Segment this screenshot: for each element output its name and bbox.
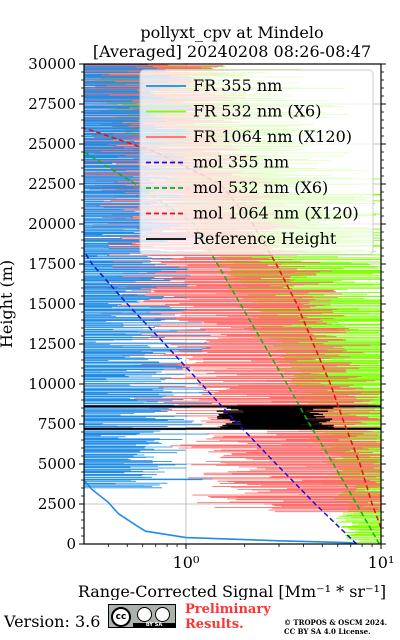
preliminary-notice: Preliminary Results. [185, 602, 271, 632]
x-tick-label: 10⁰ [173, 553, 200, 572]
legend-item: FR 532 nm (X6) [146, 102, 321, 121]
y-tick-label: 12500 [28, 335, 76, 353]
y-tick-label: 22500 [28, 175, 76, 193]
legend-item: mol 1064 nm (X120) [146, 204, 359, 223]
legend-label: FR 532 nm (X6) [193, 102, 321, 121]
by-icon [137, 607, 152, 622]
y-tick-label: 27500 [28, 95, 76, 113]
cc-logo-icon: cc [111, 607, 131, 627]
chart-title-line1: pollyxt_cpv at Mindelo [140, 23, 323, 42]
copyright-line2: CC BY SA 4.0 License. [284, 627, 371, 636]
legend-item: mol 355 nm [146, 153, 289, 172]
legend-item: FR 355 nm [146, 76, 282, 95]
version-label: Version: 3.6 [4, 612, 101, 631]
copyright-line1: © TROPOS & OSCM 2024. [284, 618, 388, 627]
y-tick-label: 7500 [38, 415, 76, 433]
legend-item: mol 532 nm (X6) [146, 178, 328, 197]
footer: Version: 3.6 cc BY SA Preliminary Result… [0, 600, 400, 640]
y-axis-label: Height (m) [0, 260, 16, 348]
x-tick-label: 10¹ [368, 553, 395, 572]
x-axis-label: Range-Corrected Signal [Mm⁻¹ * sr⁻¹] [78, 582, 386, 600]
y-tick-label: 0 [66, 535, 76, 553]
legend-label: mol 532 nm (X6) [193, 178, 328, 197]
legend-label: mol 355 nm [193, 153, 289, 172]
legend-label: FR 355 nm [193, 76, 282, 95]
y-tick-label: 15000 [28, 295, 76, 313]
legend: FR 355 nm FR 532 nm (X6) FR 1064 nm (X120)… [139, 69, 374, 255]
y-tick-label: 5000 [38, 455, 76, 473]
legend-label: mol 1064 nm (X120) [193, 204, 359, 223]
chart-title-line2: [Averaged] 20240208 08:26-08:47 [93, 42, 371, 61]
series-line-fr-355-nm [84, 479, 357, 544]
legend-box [139, 69, 374, 255]
preliminary-line1: Preliminary [185, 602, 271, 617]
y-tick-label: 2500 [38, 495, 76, 513]
cc-by-sa-icon[interactable]: cc BY SA [108, 604, 176, 628]
y-tick-label: 20000 [28, 215, 76, 233]
y-tick-label: 25000 [28, 135, 76, 153]
legend-label: FR 1064 nm (X120) [193, 127, 352, 146]
height-profile-chart: pollyxt_cpv at Mindelo [Averaged] 202402… [0, 23, 394, 600]
axes: 0 2500 5000 7500 10000 12500 15000 17500 20000 22… [28, 55, 394, 572]
license-strip: BY SA [133, 623, 175, 628]
legend-item: Reference Height [146, 229, 337, 248]
sa-icon [155, 607, 170, 622]
preliminary-line2: Results. [185, 617, 244, 632]
legend-item: FR 1064 nm (X120) [146, 127, 352, 146]
y-tick-label: 10000 [28, 375, 76, 393]
y-tick-label: 17500 [28, 255, 76, 273]
series-line-mol-355-nm [84, 250, 358, 544]
copyright-notice: © TROPOS & OSCM 2024. CC BY SA 4.0 Licen… [284, 618, 387, 636]
series-noise-fr-355-nm [84, 64, 213, 489]
legend-label: Reference Height [193, 229, 337, 248]
y-tick-label: 30000 [28, 55, 76, 73]
